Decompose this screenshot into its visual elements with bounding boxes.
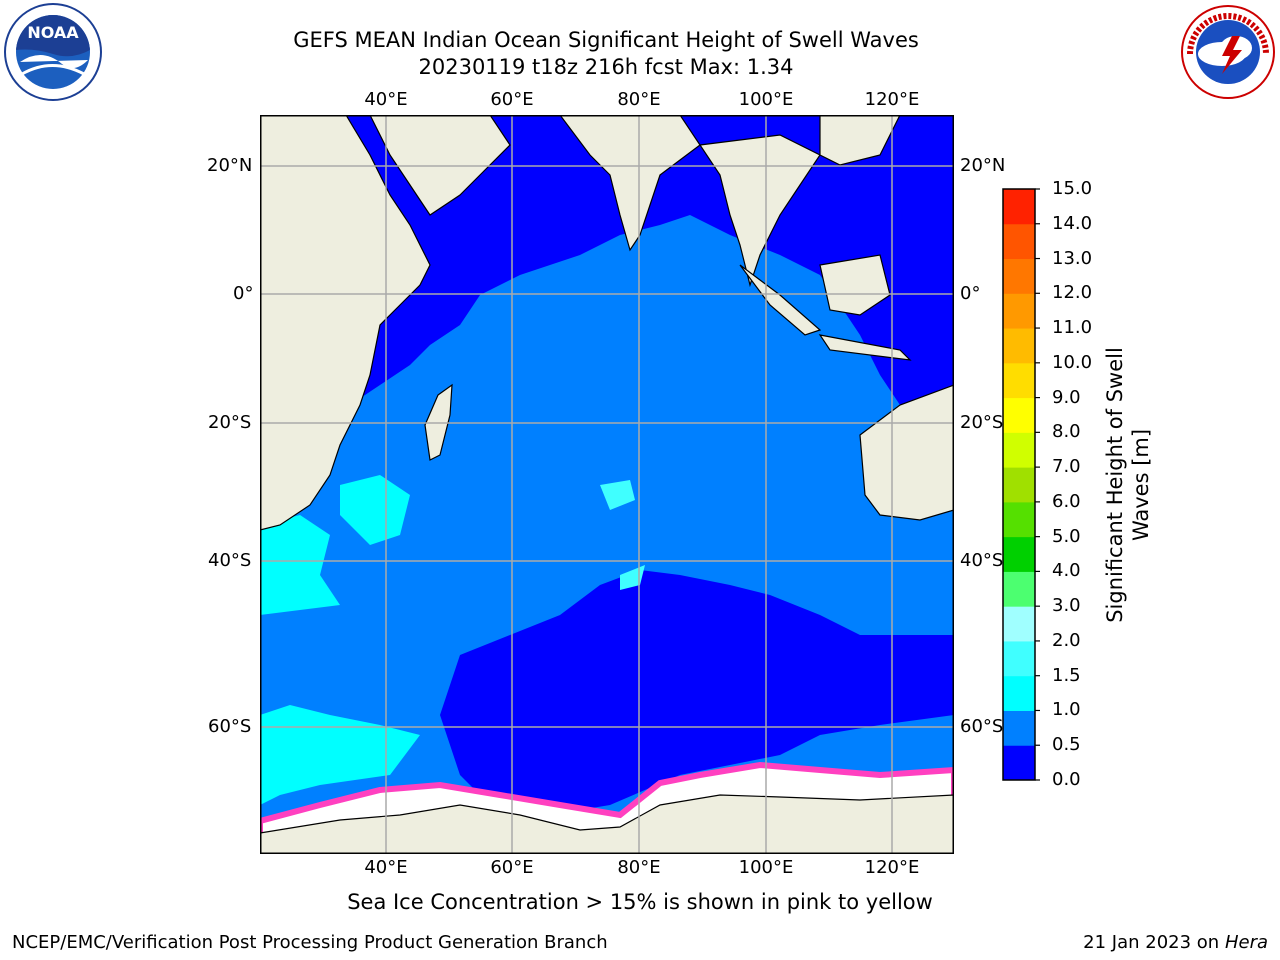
- colorbar-tick-label: 5.0: [1052, 525, 1081, 547]
- land-arabia: [369, 115, 511, 216]
- cyan-swell-southwest: [260, 705, 420, 805]
- colorbar-label-line1: Significant Height of Swell: [1103, 347, 1127, 623]
- footer-date: 21 Jan 2023 on Hera: [1083, 932, 1268, 953]
- noaa-logo-text: NOAA: [27, 23, 79, 42]
- footer-machine: Hera: [1224, 932, 1268, 953]
- colorbar-segment: [1003, 432, 1035, 468]
- colorbar-tick-label: 9.0: [1052, 386, 1081, 408]
- colorbar-tick-label: 1.0: [1052, 699, 1081, 721]
- land-se-asia: [698, 134, 821, 288]
- lat-label-left-20s: 20°S: [208, 412, 252, 433]
- lon-label-top-60e: 60°E: [490, 89, 534, 110]
- colorbar-label-line2: Waves [m]: [1129, 428, 1153, 542]
- lon-label-top-100e: 100°E: [738, 89, 794, 110]
- land-java: [818, 334, 912, 361]
- colorbar-tick-label: 7.0: [1052, 456, 1081, 478]
- footer-credit: NCEP/EMC/Verification Post Processing Pr…: [12, 932, 608, 953]
- colorbar-tick-label: 2.0: [1052, 629, 1081, 651]
- colorbar-segment: [1003, 710, 1035, 746]
- map-panel: [260, 115, 954, 854]
- colorbar-tick-label: 15.0: [1052, 178, 1093, 199]
- colorbar-segment: [1003, 501, 1035, 538]
- colorbar-segment: [1003, 467, 1035, 503]
- lat-label-left-40s: 40°S: [208, 550, 252, 571]
- lat-label-left-60s: 60°S: [208, 716, 252, 737]
- land-antarctica: [260, 794, 954, 854]
- land-australia: [859, 384, 954, 521]
- chart-title: GEFS MEAN Indian Ocean Significant Heigh…: [293, 28, 919, 52]
- lon-label-bottom-100e: 100°E: [738, 857, 794, 878]
- colorbar-tick-label: 14.0: [1052, 212, 1093, 234]
- land-borneo: [819, 254, 891, 316]
- colorbar: [1002, 188, 1040, 781]
- chart-subtitle: 20230119 t18z 216h fcst Max: 1.34: [418, 55, 794, 79]
- land-india: [559, 115, 701, 252]
- colorbar-segment: [1003, 675, 1035, 711]
- colorbar-segment: [1003, 189, 1035, 225]
- colorbar-tick-label: 11.0: [1052, 317, 1093, 339]
- colorbar-segment: [1003, 258, 1035, 294]
- lat-label-left-0: 0°: [233, 283, 254, 304]
- colorbar-tick-label: 1.5: [1052, 664, 1081, 686]
- lon-label-top-120e: 120°E: [864, 89, 920, 110]
- colorbar-segment: [1003, 362, 1035, 399]
- map-frame: [260, 115, 954, 854]
- cyan-swell-mid: [600, 480, 635, 510]
- lat-label-left-20n: 20°N: [207, 155, 253, 176]
- colorbar-tick-label: 8.0: [1052, 421, 1081, 443]
- colorbar-tick-label: 6.0: [1052, 490, 1081, 512]
- land-china: [819, 115, 901, 166]
- colorbar-segment: [1003, 328, 1035, 364]
- colorbar-tick-label: 3.0: [1052, 595, 1081, 617]
- colorbar-segment: [1003, 397, 1035, 433]
- sea-ice-note: Sea Ice Concentration > 15% is shown in …: [347, 890, 933, 914]
- lat-label-right-20s: 20°S: [960, 412, 1004, 433]
- lon-label-top-40e: 40°E: [364, 89, 408, 110]
- colorbar-segment: [1003, 223, 1035, 260]
- nws-logo: [1181, 5, 1275, 99]
- map-gridlines: [260, 115, 954, 854]
- cyan-swell-west-2: [340, 475, 410, 545]
- colorbar-tick-label: 4.0: [1052, 560, 1081, 582]
- colorbar-tick-label: 0.0: [1052, 769, 1081, 790]
- colorbar-tick-label: 0.5: [1052, 734, 1081, 756]
- colorbar-tick-label: 13.0: [1052, 247, 1093, 269]
- colorbar-segment: [1003, 536, 1035, 572]
- noaa-logo: NOAA: [4, 3, 102, 101]
- colorbar-tick-label: 12.0: [1052, 282, 1093, 304]
- footer-date-text: 21 Jan 2023 on: [1083, 932, 1225, 953]
- colorbar-tick-label: 10.0: [1052, 351, 1093, 373]
- colorbar-segment: [1003, 640, 1035, 677]
- lat-label-right-60s: 60°S: [960, 716, 1004, 737]
- colorbar-segment: [1003, 293, 1035, 329]
- cyan-swell-west: [260, 515, 340, 615]
- colorbar-segment: [1003, 606, 1035, 642]
- colorbar-segment: [1003, 571, 1035, 607]
- lat-label-right-40s: 40°S: [960, 550, 1004, 571]
- lon-label-bottom-60e: 60°E: [490, 857, 534, 878]
- lat-label-right-0: 0°: [960, 283, 981, 304]
- lon-label-bottom-80e: 80°E: [617, 857, 661, 878]
- colorbar-segment: [1003, 745, 1035, 781]
- lat-label-right-20n: 20°N: [960, 155, 1006, 176]
- lon-label-top-80e: 80°E: [617, 89, 661, 110]
- lon-label-bottom-120e: 120°E: [864, 857, 920, 878]
- land-sumatra: [739, 264, 822, 336]
- lon-label-bottom-40e: 40°E: [364, 857, 408, 878]
- southern-low-swell: [440, 570, 954, 815]
